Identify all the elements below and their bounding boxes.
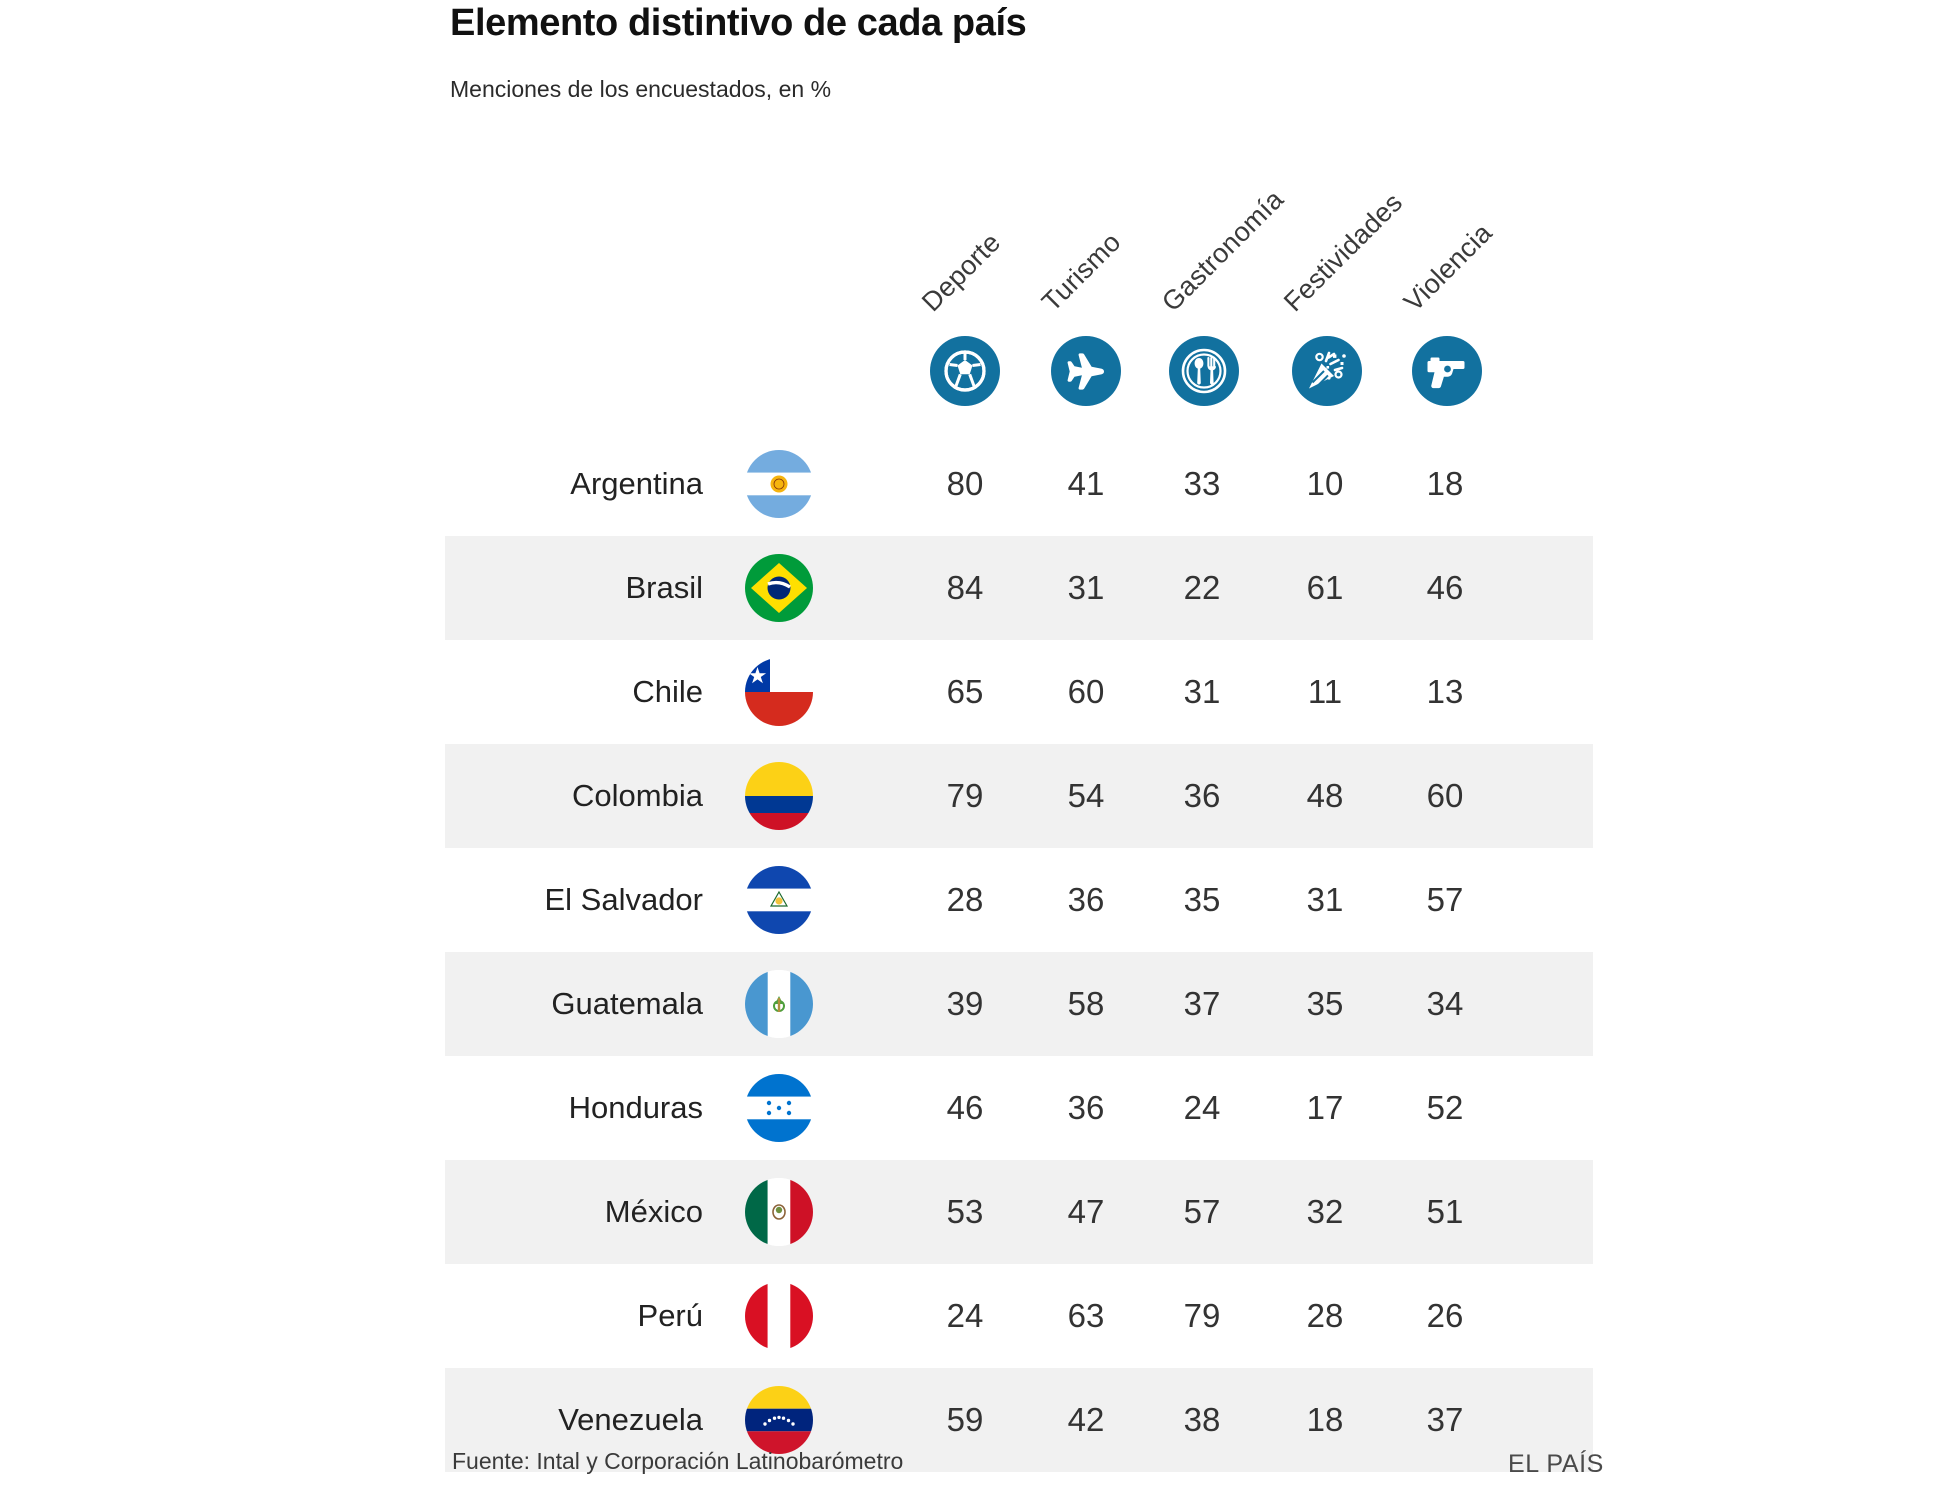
- country-name: Perú: [637, 1298, 703, 1333]
- source-note: Fuente: Intal y Corporación Latinobaróme…: [452, 1448, 904, 1474]
- cell-value: 80: [946, 465, 984, 502]
- flag-el-salvador-icon: [745, 866, 813, 934]
- cell-value: 36: [1067, 1089, 1105, 1126]
- country-name: Honduras: [568, 1090, 703, 1125]
- brand-credit: EL PAÍS: [1508, 1450, 1604, 1478]
- cell-value: 31: [1306, 881, 1344, 918]
- page-title: Elemento distintivo de cada país: [450, 2, 1027, 44]
- cell-value: 22: [1183, 569, 1221, 606]
- cell-value: 63: [1067, 1297, 1105, 1334]
- cell-value: 47: [1067, 1193, 1105, 1230]
- cell-value: 34: [1426, 985, 1464, 1022]
- cell-value: 11: [1307, 673, 1343, 710]
- cell-value: 37: [1426, 1401, 1464, 1438]
- cell-value: 48: [1306, 777, 1344, 814]
- table-row: Colombia 79 54 36 48 60: [445, 744, 1593, 848]
- country-name: Argentina: [570, 466, 703, 501]
- column-header-row: Deporte Turismo Gastronomía Festividades Vio…: [0, 0, 1960, 330]
- soccer-ball-icon: [930, 336, 1000, 406]
- flag-colombia-icon: [745, 762, 813, 830]
- cell-value: 46: [1426, 569, 1464, 606]
- cell-value: 18: [1306, 1401, 1344, 1438]
- cell-value: 32: [1306, 1193, 1344, 1230]
- column-header-festividades: Festividades: [1278, 187, 1409, 318]
- cell-value: 58: [1067, 985, 1105, 1022]
- cell-value: 28: [1306, 1297, 1344, 1334]
- cell-value: 10: [1306, 465, 1344, 502]
- cell-value: 54: [1067, 777, 1105, 814]
- flag-venezuela-icon: [745, 1386, 813, 1454]
- cell-value: 59: [946, 1401, 984, 1438]
- flag-mexico-icon: [745, 1178, 813, 1246]
- cell-value: 60: [1067, 673, 1105, 710]
- cell-value: 51: [1426, 1193, 1464, 1230]
- cell-value: 24: [946, 1297, 984, 1334]
- table-row: Honduras 46 36 24 17 52: [445, 1056, 1593, 1160]
- cell-value: 46: [946, 1089, 984, 1126]
- country-name: Venezuela: [558, 1402, 703, 1437]
- country-name: Colombia: [572, 778, 703, 813]
- column-header-gastronomía: Gastronomía: [1156, 184, 1290, 318]
- cell-value: 65: [946, 673, 984, 710]
- cell-value: 79: [1183, 1297, 1221, 1334]
- cell-value: 36: [1183, 777, 1221, 814]
- flag-argentina-icon: [745, 450, 813, 518]
- table-row: Argentina 80 41 33 10 18: [445, 432, 1593, 536]
- cell-value: 57: [1426, 881, 1464, 918]
- cell-value: 37: [1183, 985, 1221, 1022]
- cell-value: 31: [1067, 569, 1105, 606]
- column-header-turismo: Turismo: [1036, 226, 1127, 318]
- cell-value: 57: [1183, 1193, 1221, 1230]
- cell-value: 53: [946, 1193, 984, 1230]
- cell-value: 18: [1426, 465, 1464, 502]
- cell-value: 13: [1426, 673, 1464, 710]
- cell-value: 61: [1306, 569, 1344, 606]
- table-row: Guatemala 39 58 37 35 34: [445, 952, 1593, 1056]
- cell-value: 35: [1183, 881, 1221, 918]
- party-popper-icon: [1292, 336, 1362, 406]
- cell-value: 42: [1067, 1401, 1105, 1438]
- country-name: Guatemala: [551, 986, 703, 1021]
- table-row: Brasil 84 31 22 61 46: [445, 536, 1593, 640]
- page-subtitle: Menciones de los encuestados, en %: [450, 76, 832, 102]
- flag-brasil-icon: [745, 554, 813, 622]
- cell-value: 35: [1306, 985, 1344, 1022]
- plate-cutlery-icon: [1169, 336, 1239, 406]
- column-header-deporte: Deporte: [916, 227, 1007, 318]
- table-row: México 53 47 57 32 51: [445, 1160, 1593, 1264]
- flag-honduras-icon: [745, 1074, 813, 1142]
- airplane-icon: [1051, 336, 1121, 406]
- handgun-icon: [1412, 336, 1482, 406]
- country-name: Brasil: [625, 570, 703, 605]
- cell-value: 79: [946, 777, 984, 814]
- country-name: Chile: [632, 674, 703, 709]
- cell-value: 36: [1067, 881, 1105, 918]
- cell-value: 31: [1183, 673, 1221, 710]
- cell-value: 26: [1426, 1297, 1464, 1334]
- cell-value: 28: [946, 881, 984, 918]
- cell-value: 84: [946, 569, 984, 606]
- cell-value: 24: [1183, 1089, 1221, 1126]
- cell-value: 33: [1183, 465, 1221, 502]
- cell-value: 17: [1306, 1089, 1344, 1126]
- flag-guatemala-icon: [745, 970, 813, 1038]
- cell-value: 39: [946, 985, 984, 1022]
- table-row: Venezuela 59 42 38 18 37: [445, 1368, 1593, 1472]
- table-row: Chile 65 60 31 11 13: [445, 640, 1593, 744]
- cell-value: 41: [1067, 465, 1105, 502]
- country-name: El Salvador: [544, 882, 703, 917]
- cell-value: 60: [1426, 777, 1464, 814]
- country-name: México: [604, 1194, 703, 1229]
- table-row: Perú 24 63 79 28 26: [445, 1264, 1593, 1368]
- column-header-violencia: Violencia: [1398, 217, 1498, 318]
- flag-chile-icon: [745, 658, 813, 726]
- table-row: El Salvador 28 36 35 31 57: [445, 848, 1593, 952]
- flag-peru-icon: [745, 1282, 813, 1350]
- cell-value: 52: [1426, 1089, 1464, 1126]
- cell-value: 38: [1183, 1401, 1221, 1438]
